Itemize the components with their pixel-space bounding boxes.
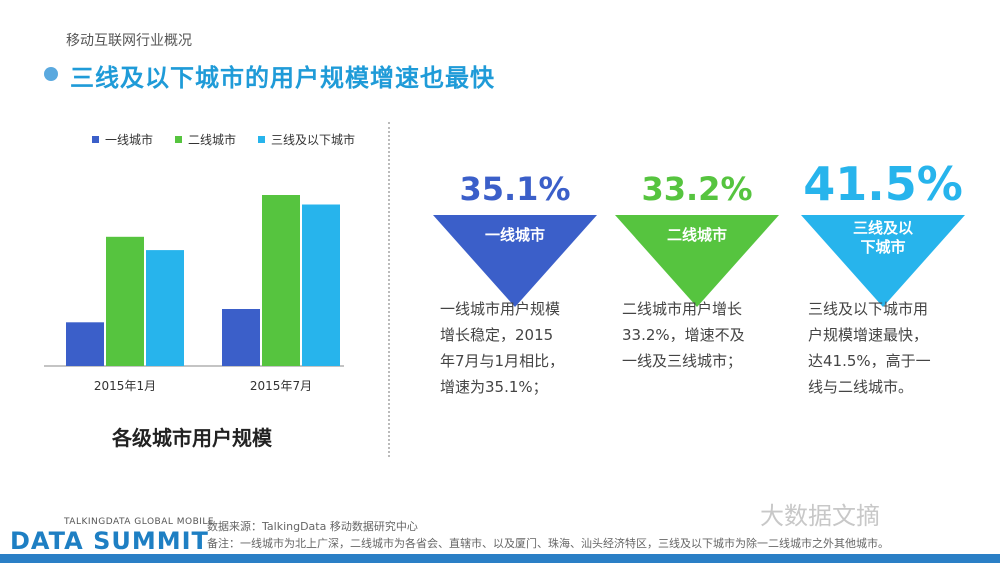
stat-description-line: 一线城市用户规模 — [440, 300, 561, 318]
stat-1: 35.1% — [430, 170, 600, 208]
bar-2-1 — [106, 236, 144, 366]
stat-triangle-label: 三线及以 下城市 — [801, 219, 965, 257]
stat-description-line: 三线及以下城市用 — [808, 300, 929, 318]
stat-3: 41.5% — [798, 160, 968, 208]
legend-item-tier1: 一线城市 — [92, 131, 153, 148]
footer-note: 备注：一线城市为北上广深，二线城市为各省会、直辖市、以及厦门、珠海、汕头经济特区… — [207, 537, 889, 550]
vertical-divider — [388, 122, 390, 457]
legend-item-tier2: 二线城市 — [175, 131, 236, 148]
bar-chart: 2015年1月 2015年7月 — [44, 195, 344, 393]
stat-description-line: 增长稳定，2015 — [440, 326, 554, 344]
legend-label-tier2: 二线城市 — [188, 133, 237, 147]
stat-percentage: 35.1% — [459, 170, 571, 208]
stat-2: 33.2% — [612, 170, 782, 208]
stat-triangle-label-line: 下城市 — [860, 238, 906, 256]
stat-percentage: 41.5% — [803, 157, 963, 211]
x-tick-label-1: 2015年1月 — [94, 379, 156, 393]
stat-triangle — [801, 215, 965, 307]
title-bullet-icon — [44, 67, 58, 81]
legend-swatch-tier3 — [258, 136, 266, 143]
stat-description-line: 达41.5%，高于一 — [808, 352, 931, 370]
stat-description: 一线城市用户规模 增长稳定，2015 年7月与1月相比， 增速为35.1%； — [440, 296, 590, 400]
footer-logo: DATA SUMMIT — [10, 527, 209, 555]
watermark: 大数据文摘 — [760, 502, 880, 530]
chart-title: 各级城市用户规模 — [112, 426, 272, 450]
chart-legend: 一线城市 二线城市 三线及以下城市 — [92, 131, 355, 148]
stat-triangle-label-line: 一线城市 — [484, 226, 545, 244]
stat-description-line: 户规模增速最快， — [808, 326, 929, 344]
bar-1-1 — [66, 322, 104, 366]
stat-description-line: 二线城市用户增长 — [622, 300, 743, 318]
stat-description-line: 一线及三线城市； — [622, 352, 743, 370]
bar-2-2 — [262, 195, 300, 366]
footer-source: 数据来源：TalkingData 移动数据研究中心 — [207, 520, 418, 533]
stat-triangle-label-line: 二线城市 — [666, 226, 727, 244]
bar-3-2 — [302, 204, 340, 366]
stat-triangle-label-line: 三线及以 — [852, 219, 913, 237]
stat-description: 二线城市用户增长 33.2%，增速不及 一线及三线城市； — [622, 296, 772, 374]
section-label: 移动互联网行业概况 — [66, 33, 192, 49]
stat-description-line: 33.2%，增速不及 — [622, 326, 745, 344]
stat-description-line: 线与二线城市。 — [808, 378, 914, 396]
bar-3-1 — [146, 250, 184, 366]
stat-triangle-label: 一线城市 — [433, 226, 597, 245]
stat-description-line: 增速为35.1%； — [440, 378, 548, 396]
legend-swatch-tier1 — [92, 136, 99, 143]
footer-logo-tagline: TALKINGDATA GLOBAL MOBILE — [64, 517, 215, 527]
stat-description-line: 年7月与1月相比， — [440, 352, 565, 370]
stat-description: 三线及以下城市用 户规模增速最快， 达41.5%，高于一 线与二线城市。 — [808, 296, 958, 400]
x-tick-label-2: 2015年7月 — [250, 379, 312, 393]
legend-swatch-tier2 — [175, 136, 183, 143]
legend-item-tier3: 三线及以下城市 — [258, 131, 355, 148]
stat-percentage: 33.2% — [641, 170, 753, 208]
stat-triangle-label: 二线城市 — [615, 226, 779, 245]
stat-triangle — [433, 215, 597, 307]
bottom-bar — [0, 554, 1000, 563]
stat-triangle — [615, 215, 779, 307]
legend-label-tier1: 一线城市 — [105, 133, 154, 147]
footer-notes: 数据来源：TalkingData 移动数据研究中心 备注：一线城市为北上广深，二… — [207, 518, 889, 552]
bar-1-2 — [222, 309, 260, 366]
legend-label-tier3: 三线及以下城市 — [271, 133, 356, 147]
page-title: 三线及以下城市的用户规模增速也最快 — [70, 64, 495, 92]
